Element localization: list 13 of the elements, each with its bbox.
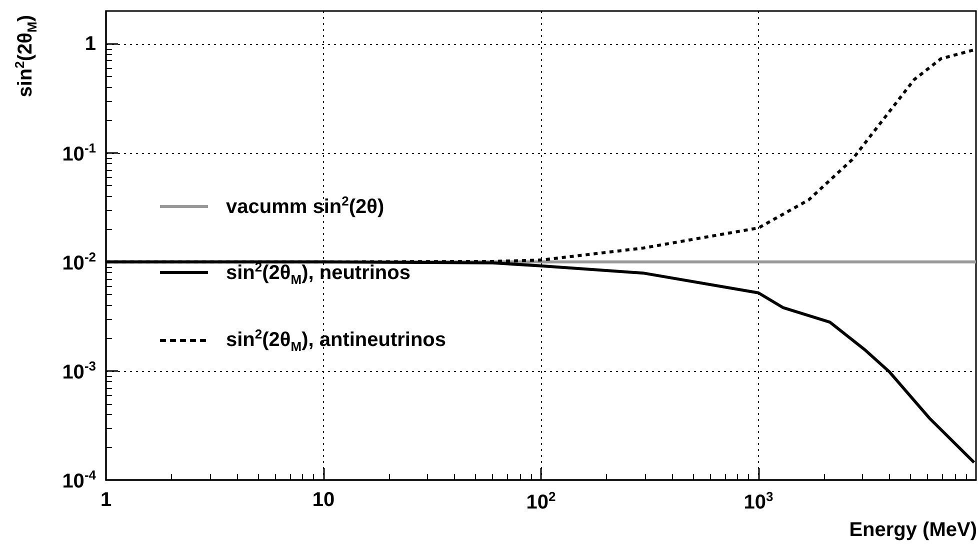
y-tick-label: 10$^{-1}$ bbox=[62, 140, 96, 166]
y-tick-label: 10$^{-2}$ bbox=[62, 250, 96, 274]
x-tick-label: 10$^{2}$ bbox=[526, 489, 556, 514]
x-tick-label: 10 bbox=[312, 489, 335, 511]
x-tick-label: 10$^{3}$ bbox=[744, 489, 774, 514]
y-tick-label: 10$^{-4}$ bbox=[62, 468, 96, 492]
y-tick-label: 10$^{-3}$ bbox=[62, 358, 96, 384]
x-axis-title: Energy (MeV) bbox=[849, 519, 977, 541]
x-tick-label: 1 bbox=[100, 489, 112, 511]
legend-label: sin$^{2}$(2θ$_{M}$), antineutrinos bbox=[226, 326, 446, 354]
legend-label: vacumm sin$^{2}$(2θ) bbox=[226, 194, 384, 220]
y-tick-label: 1 bbox=[84, 32, 96, 55]
legend-label: sin$^{2}$(2θ$_{M}$), neutrinos bbox=[226, 259, 410, 287]
